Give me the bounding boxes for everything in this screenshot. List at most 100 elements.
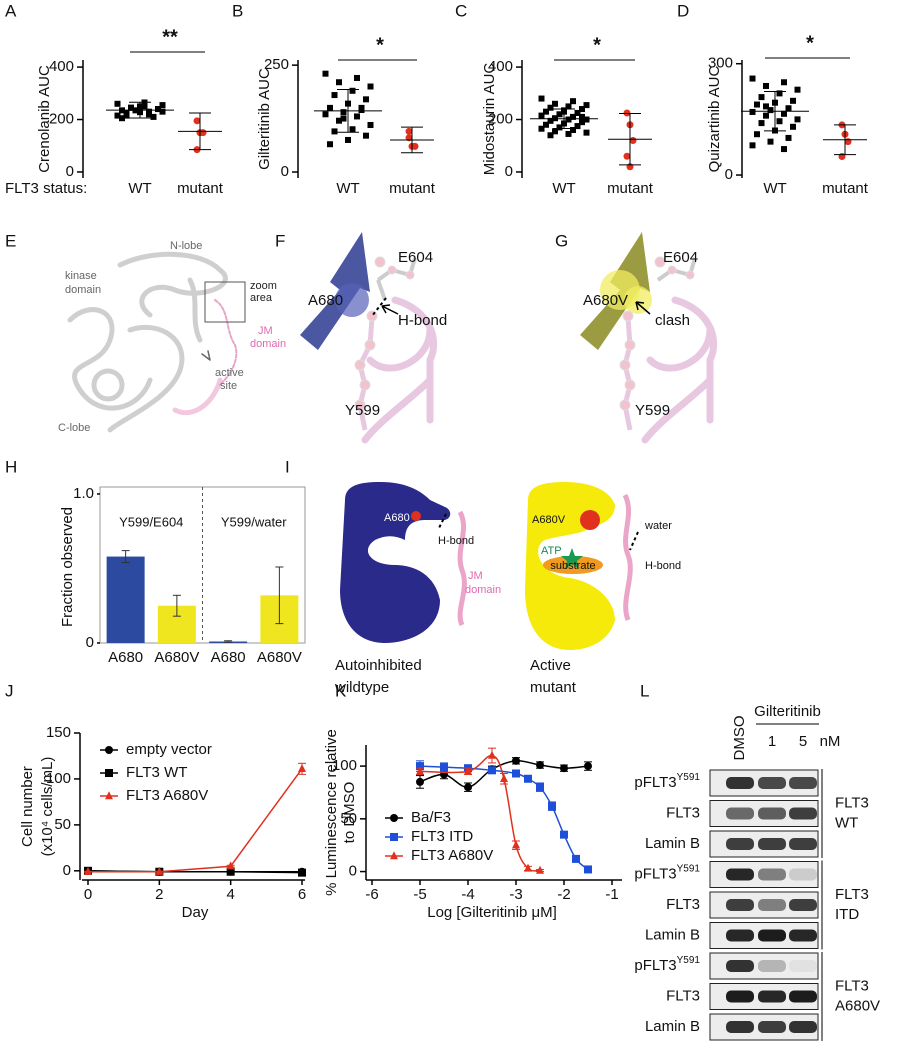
marker (500, 773, 508, 782)
marker (536, 783, 544, 792)
label: clash (655, 312, 690, 329)
legend-label: FLT3 A680V (411, 847, 493, 864)
marker (390, 833, 398, 841)
marker (349, 126, 356, 133)
label: A680V (532, 514, 566, 526)
group-label: FLT3 (835, 794, 869, 811)
x-tick-label: WT (128, 180, 151, 197)
marker (327, 104, 333, 111)
marker (349, 87, 356, 94)
zoom-box (204, 281, 246, 323)
band (726, 777, 754, 789)
lane-label: 5 (799, 733, 807, 750)
y-tick-label: 200 (49, 110, 74, 127)
band (758, 929, 786, 942)
marker (560, 830, 568, 839)
panel-label: L (640, 681, 649, 700)
label: E604 (398, 249, 433, 266)
x-tick-label: -2 (557, 886, 570, 903)
marker (749, 142, 756, 149)
marker (298, 868, 306, 877)
marker (565, 130, 572, 137)
marker (794, 86, 801, 93)
marker (583, 129, 590, 136)
marker (758, 94, 765, 101)
row-label-sup: Y591 (677, 863, 701, 874)
marker (776, 90, 783, 97)
marker (749, 75, 756, 82)
marker (336, 117, 342, 124)
marker (623, 152, 631, 160)
marker (552, 115, 558, 122)
group-label: Y599/E604 (119, 514, 183, 529)
x-tick-label: -5 (413, 886, 426, 903)
panel-label: H (5, 457, 17, 476)
legend-label: FLT3 A680V (126, 787, 208, 804)
marker (340, 115, 347, 122)
row-label-text: pFLT3 (634, 957, 676, 974)
y-tick-label: 0 (281, 163, 289, 180)
marker (754, 131, 760, 138)
jm-ribbon (172, 377, 223, 416)
marker (150, 113, 157, 120)
marker (754, 101, 760, 108)
row-label-text: Lamin B (645, 926, 700, 943)
row-label-text: FLT3 (666, 896, 700, 913)
y-axis-label: Crenolanib AUC (36, 65, 53, 173)
x-tick-label: mutant (389, 180, 436, 197)
row-label: FLT3 (666, 987, 700, 1004)
marker (776, 118, 783, 125)
marker (547, 132, 554, 139)
bar (106, 556, 145, 643)
marker (579, 106, 585, 113)
marker (331, 92, 338, 99)
legend-label: FLT3 WT (126, 764, 187, 781)
marker (758, 120, 765, 127)
marker (331, 128, 338, 135)
label: Autoinhibited (335, 657, 422, 674)
structure-overview (67, 251, 246, 433)
treatment-label: Gilteritinib (754, 703, 821, 720)
band (758, 1021, 786, 1033)
marker (524, 863, 532, 872)
row-label: Lamin B (645, 1018, 700, 1035)
band (758, 807, 786, 820)
label: water (644, 520, 672, 532)
marker (560, 764, 568, 773)
marker (123, 112, 130, 119)
marker (512, 769, 520, 778)
x-tick-label: A680 (211, 649, 246, 666)
label: JM (258, 325, 273, 337)
marker (155, 866, 164, 875)
label: Y599 (345, 402, 380, 419)
row-label: pFLT3Y591 (634, 772, 700, 791)
marker (749, 108, 756, 115)
band (789, 868, 817, 881)
label: H-bond (645, 560, 681, 572)
marker (570, 113, 576, 120)
marker (411, 142, 419, 150)
band (726, 899, 754, 911)
marker (570, 98, 576, 105)
panel-label: J (5, 681, 14, 700)
y-tick-label: 0 (349, 863, 357, 880)
marker (416, 762, 424, 771)
marker (763, 112, 769, 119)
residue-sphere (335, 283, 369, 317)
marker (785, 105, 792, 112)
y-axis-label: Quizartinib AUC (706, 65, 723, 172)
marker (193, 117, 201, 125)
y-tick-label: 0 (505, 163, 513, 180)
marker (322, 70, 329, 77)
marker (390, 814, 398, 822)
label: domain (465, 584, 501, 596)
y-tick-label: 50 (340, 810, 357, 827)
unit-label: nM (820, 733, 841, 750)
group-label: Y599/water (221, 514, 287, 529)
marker (781, 146, 787, 153)
row-label-text: Lamin B (645, 835, 700, 852)
cartoon (340, 482, 639, 650)
group-label: ITD (835, 906, 859, 923)
row-label-text: FLT3 (666, 804, 700, 821)
